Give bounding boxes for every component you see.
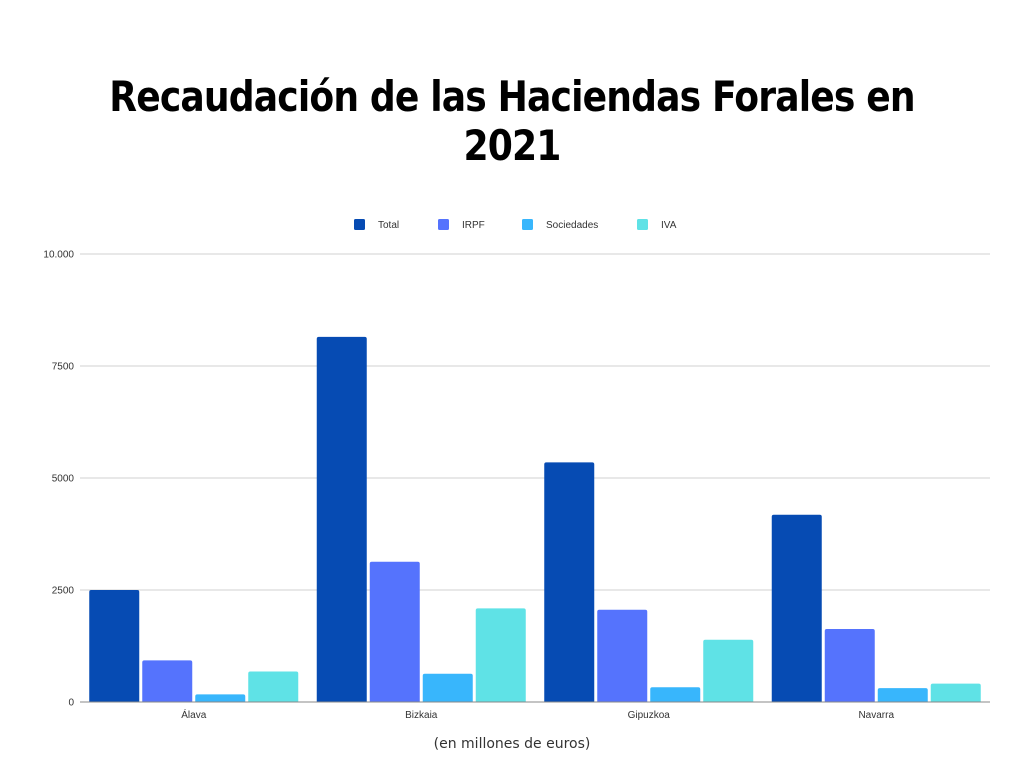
legend-label-total: Total [378, 220, 399, 231]
bar-sociedades-0 [195, 694, 246, 702]
chart-title: Recaudación de las Haciendas Forales en … [109, 72, 915, 170]
bar-sociedades-2 [650, 687, 701, 702]
bar-irpf-0 [142, 660, 193, 702]
bar-irpf-1 [369, 561, 420, 702]
bar-total-3 [771, 514, 822, 702]
legend-swatch-iva [637, 219, 648, 230]
x-tick-label: Navarra [858, 710, 894, 721]
legend-label-irpf: IRPF [462, 220, 485, 231]
bar-sociedades-3 [877, 688, 928, 702]
bar-iva-3 [930, 683, 981, 702]
bar-total-2 [544, 462, 595, 702]
y-tick-label: 2500 [52, 586, 75, 597]
y-tick-label: 0 [68, 698, 74, 709]
x-tick-label: Gipuzkoa [628, 710, 671, 721]
bar-iva-2 [703, 639, 754, 702]
bars [89, 336, 981, 702]
y-tick-label: 5000 [52, 474, 75, 485]
bar-iva-0 [248, 671, 299, 702]
axes: 0 2500 5000 7500 10.000 Álava Bizkaia Gipuzkoa N… [43, 250, 990, 721]
legend-swatch-irpf [438, 219, 449, 230]
x-tick-label: Bizkaia [405, 710, 438, 721]
x-axis-caption: (en millones de euros) [433, 736, 591, 752]
bar-total-0 [89, 590, 140, 702]
legend-label-sociedades: Sociedades [546, 220, 598, 231]
bar-sociedades-1 [422, 673, 473, 702]
y-tick-label: 7500 [52, 362, 75, 373]
x-tick-label: Álava [181, 708, 206, 721]
legend: Total IRPF Sociedades IVA [354, 219, 677, 231]
bar-irpf-3 [824, 628, 875, 702]
bar-total-1 [316, 336, 367, 702]
y-tick-label: 10.000 [43, 250, 74, 261]
legend-swatch-total [354, 219, 365, 230]
grid-lines [80, 253, 990, 591]
bar-irpf-2 [597, 609, 648, 702]
legend-swatch-sociedades [522, 219, 533, 230]
legend-label-iva: IVA [661, 220, 677, 231]
bar-iva-1 [475, 608, 526, 702]
